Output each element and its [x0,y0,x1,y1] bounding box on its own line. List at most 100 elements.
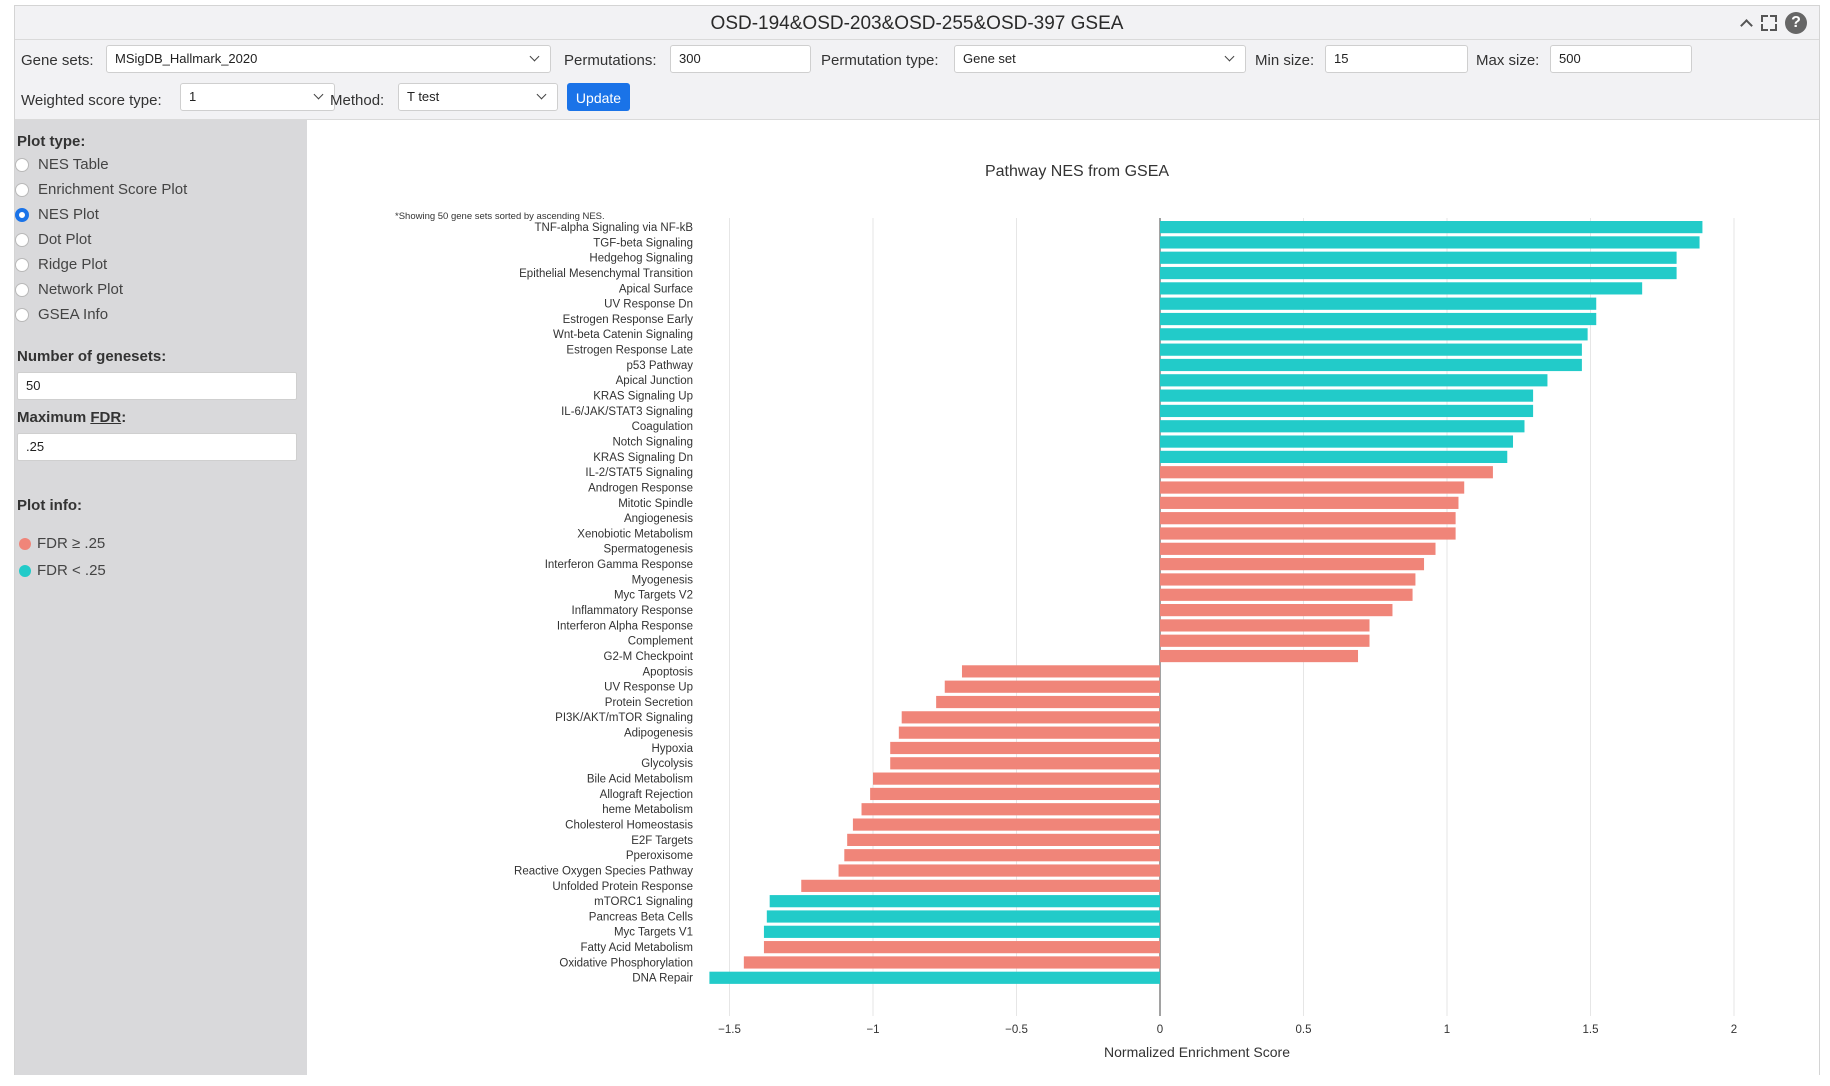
chevron-down-icon [1224,51,1235,62]
bar[interactable] [890,741,1160,755]
weighted-score-type-select[interactable]: 1 [180,83,335,111]
bar[interactable] [838,864,1160,877]
radio-button[interactable] [15,307,29,322]
x-tick-label: 0 [1157,1024,1163,1036]
radio-button[interactable] [15,157,29,172]
bar[interactable] [1160,619,1370,632]
radio-button[interactable] [15,182,29,197]
bar[interactable] [1160,450,1508,463]
radio-nes-table[interactable]: NES Table [15,156,109,173]
bar[interactable] [852,818,1160,831]
bar[interactable] [847,833,1160,846]
radio-enrichment-score-plot[interactable]: Enrichment Score Plot [15,181,187,198]
bar[interactable] [1160,221,1703,234]
radio-button-selected[interactable] [15,207,29,222]
category-label: UV Response Dn [604,299,693,311]
x-tick-labels: −1.5 −1 −0.5 0 0.5 1 1.5 2 [718,1024,1737,1036]
bar[interactable] [870,787,1160,801]
bar[interactable] [890,757,1160,770]
category-label: Spermatogenesis [604,544,694,556]
x-tick-label: 1.5 [1583,1024,1599,1036]
maximum-fdr-input[interactable]: .25 [17,433,297,461]
bar[interactable] [1160,312,1597,326]
bar[interactable] [1160,358,1582,372]
bar[interactable] [1160,512,1456,525]
permutations-input[interactable]: 300 [670,45,811,73]
radio-gsea-info[interactable]: GSEA Info [15,306,108,323]
bar[interactable] [961,665,1160,678]
min-size-input[interactable]: 15 [1325,45,1468,73]
bar[interactable] [936,695,1160,709]
sidebar: Plot type: NES Table Enrichment Score Pl… [15,120,307,1075]
bar[interactable] [709,971,1160,984]
radio-button[interactable] [15,257,29,272]
bar[interactable] [766,910,1160,923]
bar[interactable] [763,925,1160,938]
bar[interactable] [801,879,1160,892]
permutation-type-select[interactable]: Gene set [954,45,1246,73]
bar[interactable] [1160,496,1459,509]
bar[interactable] [873,772,1160,785]
bar[interactable] [1160,297,1597,310]
bar[interactable] [1160,573,1416,586]
bar[interactable] [898,726,1160,739]
category-label: Allograft Rejection [600,789,693,801]
bar[interactable] [743,956,1160,969]
bar[interactable] [1160,466,1493,479]
update-button[interactable]: Update [567,83,630,111]
bar[interactable] [1160,649,1359,663]
chevron-down-icon [536,89,547,100]
bar[interactable] [1160,328,1588,341]
bar[interactable] [1160,527,1456,540]
max-size-input[interactable]: 500 [1550,45,1692,73]
bar[interactable] [1160,282,1643,295]
bar[interactable] [1160,389,1534,402]
help-icon[interactable]: ? [1785,12,1807,34]
category-label: Inflammatory Response [572,605,693,617]
bar[interactable] [1160,542,1436,555]
radio-label: Dot Plot [38,231,92,248]
x-tick-label: −0.5 [1005,1024,1028,1036]
bar[interactable] [1160,604,1393,617]
radio-dot-plot[interactable]: Dot Plot [15,231,91,248]
fullscreen-icon[interactable] [1761,15,1777,31]
bar[interactable] [1160,251,1677,264]
radio-button[interactable] [15,282,29,297]
radio-ridge-plot[interactable]: Ridge Plot [15,256,107,273]
radio-button[interactable] [15,232,29,247]
bar[interactable] [1160,236,1700,249]
bar[interactable] [861,803,1160,816]
bar[interactable] [1160,404,1534,418]
bar[interactable] [1160,374,1548,387]
bar[interactable] [1160,634,1370,647]
x-tick-label: 2 [1731,1024,1737,1036]
category-label: Protein Secretion [605,697,693,709]
number-of-genesets-label: Number of genesets: [17,348,167,365]
radio-network-plot[interactable]: Network Plot [15,281,123,298]
max-size-label: Max size: [1476,52,1540,69]
plot-info-heading: Plot info: [17,497,82,514]
collapse-chevron-icon[interactable] [1739,16,1753,30]
chevron-down-icon [529,51,540,62]
category-label: UV Response Up [604,682,693,694]
bar[interactable] [1160,266,1677,280]
bar[interactable] [944,680,1160,693]
bar[interactable] [901,711,1160,724]
radio-nes-plot[interactable]: NES Plot [15,206,99,223]
maximum-fdr-label: Maximum FDR: [17,409,126,426]
bar[interactable] [1160,343,1582,356]
legend-dot-teal [19,564,31,577]
method-select[interactable]: T test [398,83,558,111]
number-of-genesets-input[interactable]: 50 [17,372,297,400]
bar[interactable] [844,849,1160,862]
bar[interactable] [769,895,1160,908]
bar[interactable] [763,941,1160,954]
bar[interactable] [1160,435,1514,448]
bars [709,221,1703,984]
bar[interactable] [1160,481,1465,494]
bar[interactable] [1160,588,1413,601]
gene-sets-select[interactable]: MSigDB_Hallmark_2020 [106,45,551,73]
bar[interactable] [1160,420,1525,433]
category-label: IL-2/STAT5 Signaling [585,467,693,479]
bar[interactable] [1160,558,1425,571]
